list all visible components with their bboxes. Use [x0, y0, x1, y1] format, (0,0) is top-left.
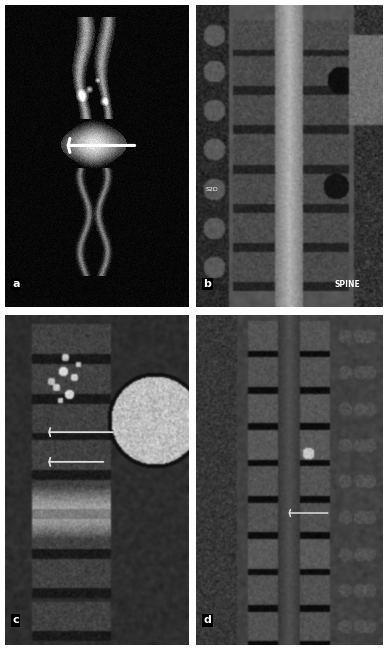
Text: a: a	[12, 279, 20, 289]
Text: d: d	[203, 615, 211, 625]
Text: SPINE: SPINE	[335, 280, 360, 289]
Text: S2D: S2D	[205, 187, 218, 192]
Text: b: b	[203, 279, 211, 289]
Text: c: c	[12, 615, 19, 625]
